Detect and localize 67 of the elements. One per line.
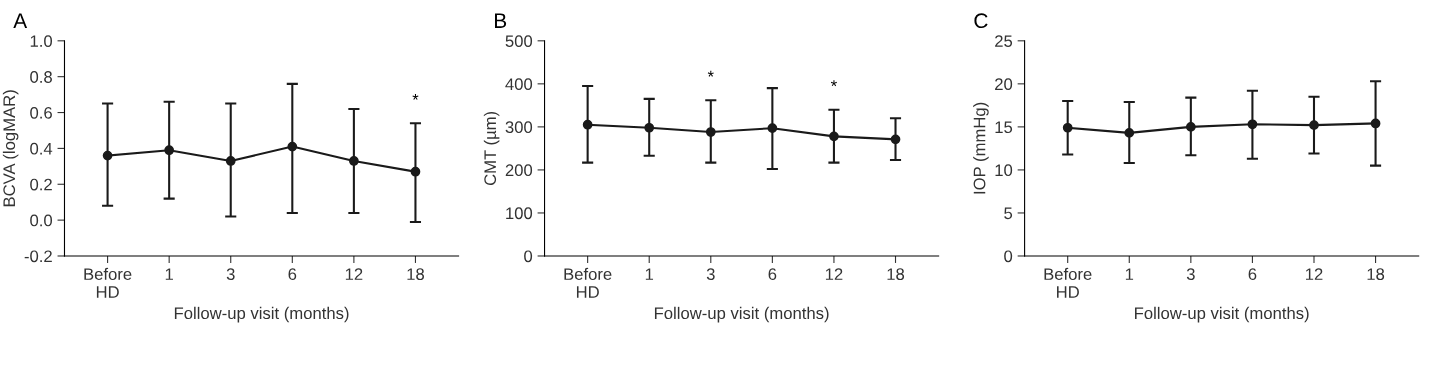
x-tick-label: 6 <box>768 268 777 281</box>
point <box>1062 122 1073 133</box>
point <box>225 156 236 166</box>
point <box>1185 122 1196 132</box>
point <box>287 141 298 152</box>
y-tick-label: 0.2 <box>30 178 52 191</box>
y-tick-label: 300 <box>505 121 533 134</box>
annotation: * <box>707 70 714 77</box>
point <box>829 131 839 142</box>
y-tick-label: 5 <box>1004 207 1013 220</box>
x-tick-label: 1 <box>645 268 654 280</box>
y-tick-label: 0.0 <box>30 214 53 227</box>
x-axis-title: Follow-up visit (months) <box>1135 306 1309 323</box>
y-tick-label: 200 <box>505 164 533 177</box>
y-axis-title: IOP (mmHg) <box>973 102 989 194</box>
x-tick-label: 6 <box>288 268 297 281</box>
y-tick-label: 20 <box>995 78 1013 91</box>
x-tick-label: 3 <box>226 268 235 281</box>
y-tick-label: -0.2 <box>24 250 52 263</box>
x-tick-label: Before HD <box>84 267 132 298</box>
chart-title: A <box>13 13 28 28</box>
x-tick-label: Before HD <box>564 267 612 298</box>
x-tick-label: 18 <box>407 268 424 281</box>
point <box>1124 128 1135 138</box>
point <box>582 119 593 130</box>
annotation: * <box>830 80 837 87</box>
y-tick-label: 400 <box>505 78 533 91</box>
y-tick-label: 15 <box>995 121 1013 134</box>
point <box>1370 118 1381 129</box>
y-tick-label: 0.8 <box>30 71 52 83</box>
x-tick-label: 18 <box>1367 268 1385 281</box>
point <box>1247 119 1258 130</box>
y-tick-label: 0.4 <box>30 142 53 155</box>
point <box>164 145 175 156</box>
y-tick-label: 10 <box>995 164 1013 177</box>
x-axis-title: Follow-up visit (months) <box>174 306 349 323</box>
y-tick-label: 0 <box>524 250 533 263</box>
y-tick-label: 500 <box>505 35 533 48</box>
x-tick-label: 3 <box>706 268 715 281</box>
x-axis-title: Follow-up visit (months) <box>654 306 829 323</box>
point <box>767 123 778 134</box>
chart-title: C <box>974 13 988 29</box>
x-tick-label: 12 <box>345 268 363 280</box>
y-tick-label: 1.0 <box>30 35 53 48</box>
y-tick-label: 100 <box>506 207 533 220</box>
point <box>644 122 655 133</box>
point <box>410 166 421 177</box>
y-axis-title: CMT (µm) <box>483 111 500 186</box>
y-axis-title: BCVA (logMAR) <box>2 90 19 207</box>
x-tick-label: 12 <box>825 268 843 280</box>
point <box>349 156 359 166</box>
y-tick-label: 0 <box>1004 250 1013 263</box>
point <box>102 150 113 161</box>
x-tick-label: 3 <box>1186 268 1195 281</box>
point <box>705 127 716 137</box>
annotation: * <box>412 93 419 100</box>
y-tick-label: 0.6 <box>30 106 52 119</box>
point <box>890 134 901 145</box>
x-tick-label: Before HD <box>1044 267 1092 298</box>
x-tick-label: 1 <box>165 268 173 280</box>
chart-title: B <box>495 13 507 28</box>
point <box>1309 120 1319 131</box>
x-tick-label: 6 <box>1248 268 1257 281</box>
x-tick-label: 12 <box>1306 268 1323 280</box>
x-tick-label: 18 <box>887 268 905 281</box>
y-tick-label: 25 <box>995 35 1013 48</box>
x-tick-label: 1 <box>1125 268 1134 280</box>
